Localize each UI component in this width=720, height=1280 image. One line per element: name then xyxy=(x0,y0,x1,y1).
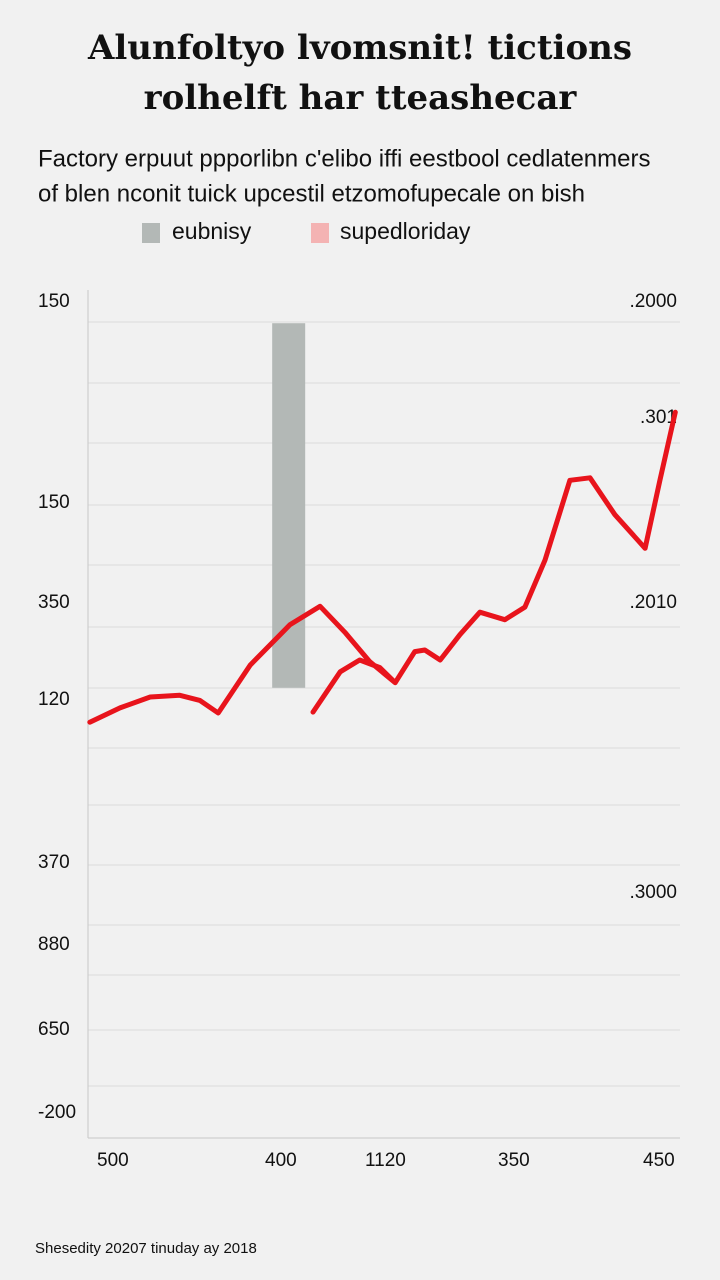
y-tick-label: 370 xyxy=(38,852,70,873)
chart-title: rolhelft har tteashecar xyxy=(144,78,578,118)
chart-title: Alunfoltyo lvomsnit! tictions xyxy=(87,28,632,68)
y-tick-label: 880 xyxy=(38,934,70,955)
y-tick-label: 120 xyxy=(38,689,70,710)
y-tick-label: -200 xyxy=(38,1102,76,1123)
bar xyxy=(272,323,306,688)
y-tick-label: 350 xyxy=(38,592,70,613)
x-tick-label: 1120 xyxy=(365,1150,406,1171)
y2-tick-label: .3000 xyxy=(629,882,677,903)
x-tick-label: 500 xyxy=(97,1150,129,1171)
footnote: Shesedity 20207 tinuday ay 2018 xyxy=(35,1240,257,1257)
grid xyxy=(88,321,680,1087)
subtitle: Factory erpuut ppporlibn c'elibo iffi ee… xyxy=(38,145,650,172)
x-tick-label: 400 xyxy=(265,1150,297,1171)
y2-tick-label: .2000 xyxy=(629,291,677,312)
legend-label: eubnisy xyxy=(172,218,252,244)
y-tick-label: 650 xyxy=(38,1019,70,1040)
y2-tick-label: .2010 xyxy=(629,592,677,613)
x-tick-label: 350 xyxy=(498,1150,530,1171)
legend-label: supedloriday xyxy=(340,218,471,244)
legend-swatch xyxy=(142,223,160,243)
legend-swatch xyxy=(311,223,329,243)
y-tick-label: 150 xyxy=(38,492,70,513)
line xyxy=(87,409,678,725)
x-tick-label: 450 xyxy=(643,1150,675,1171)
y-tick-label: 150 xyxy=(38,291,70,312)
y2-tick-label: .301 xyxy=(640,407,677,428)
subtitle: of blen nconit tuick upcestil etzomofupe… xyxy=(38,180,585,207)
